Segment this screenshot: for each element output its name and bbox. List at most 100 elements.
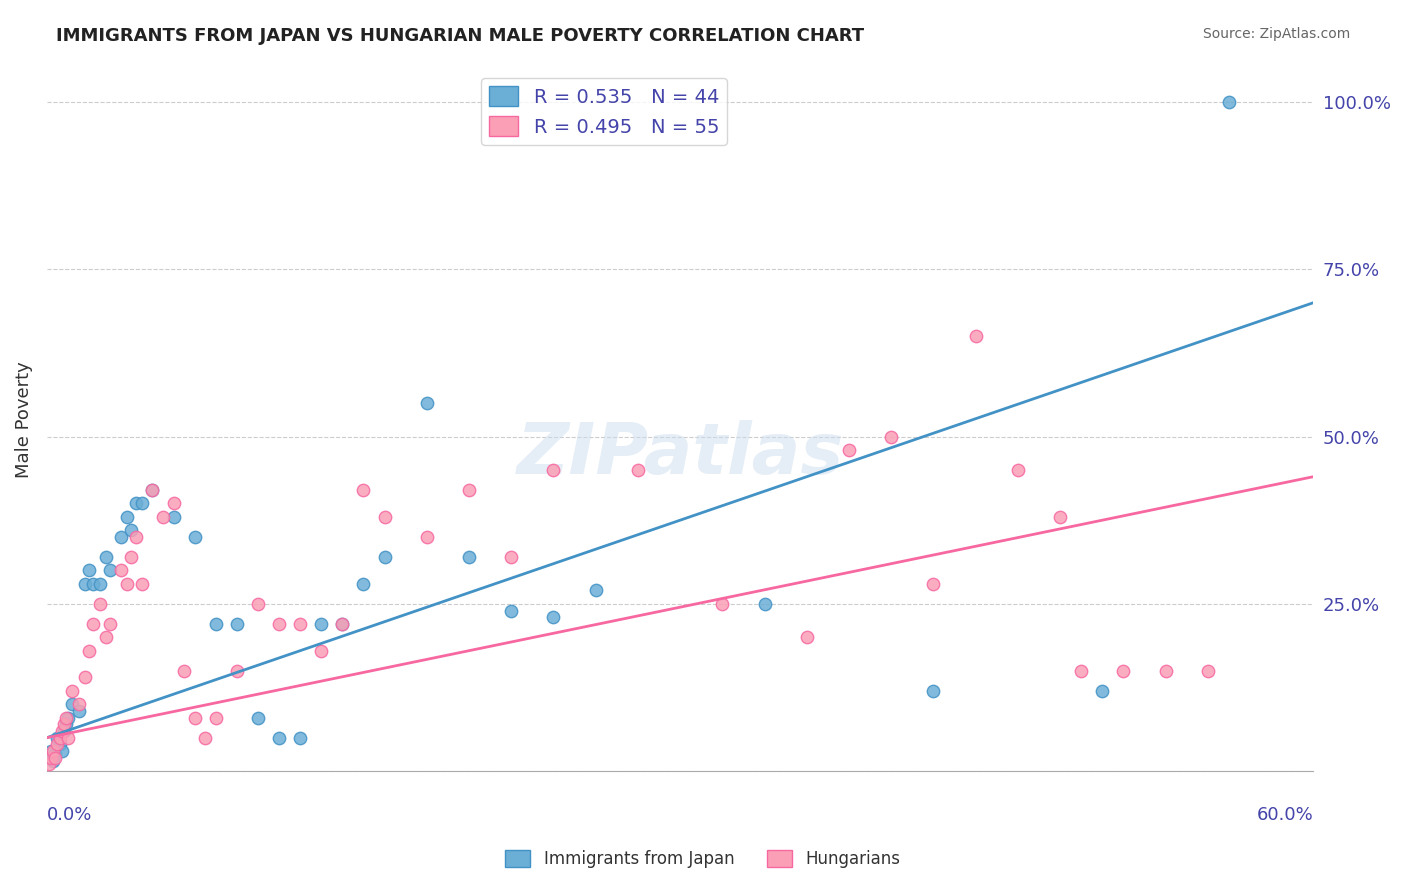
Point	[152, 509, 174, 524]
Point	[1154, 664, 1177, 678]
Text: Source: ZipAtlas.com: Source: ZipAtlas.com	[1202, 27, 1350, 41]
Point	[124, 530, 146, 544]
Point	[52, 723, 75, 738]
Point	[922, 683, 945, 698]
Point	[1091, 683, 1114, 698]
Point	[82, 576, 104, 591]
Point	[89, 597, 111, 611]
Point	[1218, 95, 1240, 109]
Point	[1112, 664, 1135, 678]
Point	[288, 731, 311, 745]
Point	[39, 744, 62, 758]
Point	[267, 616, 290, 631]
Point	[416, 530, 439, 544]
Point	[44, 747, 66, 762]
Point	[120, 549, 142, 564]
Point	[162, 509, 184, 524]
Point	[288, 616, 311, 631]
Point	[89, 576, 111, 591]
Point	[267, 731, 290, 745]
Point	[796, 630, 818, 644]
Point	[51, 723, 73, 738]
Point	[458, 483, 481, 497]
Point	[458, 549, 481, 564]
Point	[183, 530, 205, 544]
Point	[374, 549, 396, 564]
Point	[204, 616, 226, 631]
Legend: R = 0.535   N = 44, R = 0.495   N = 55: R = 0.535 N = 44, R = 0.495 N = 55	[481, 78, 727, 145]
Point	[838, 442, 860, 457]
Point	[162, 496, 184, 510]
Point	[60, 697, 83, 711]
Point	[67, 704, 90, 718]
Text: ZIPatlas: ZIPatlas	[516, 420, 844, 490]
Point	[141, 483, 163, 497]
Point	[311, 616, 333, 631]
Point	[754, 597, 776, 611]
Point	[42, 754, 65, 768]
Text: 0.0%: 0.0%	[46, 806, 93, 824]
Point	[82, 616, 104, 631]
Point	[141, 483, 163, 497]
Point	[543, 610, 565, 624]
Point	[42, 744, 65, 758]
Point	[115, 576, 138, 591]
Point	[55, 710, 77, 724]
Point	[374, 509, 396, 524]
Point	[56, 731, 79, 745]
Point	[38, 751, 60, 765]
Point	[73, 576, 96, 591]
Point	[48, 737, 70, 751]
Point	[48, 731, 70, 745]
Point	[98, 616, 121, 631]
Point	[246, 597, 269, 611]
Point	[627, 463, 650, 477]
Point	[585, 583, 607, 598]
Point	[501, 549, 523, 564]
Point	[73, 670, 96, 684]
Point	[311, 643, 333, 657]
Point	[115, 509, 138, 524]
Point	[77, 643, 100, 657]
Point	[332, 616, 354, 631]
Point	[353, 576, 375, 591]
Point	[922, 576, 945, 591]
Point	[501, 603, 523, 617]
Point	[1197, 664, 1219, 678]
Point	[416, 396, 439, 410]
Point	[173, 664, 195, 678]
Point	[46, 737, 69, 751]
Point	[52, 717, 75, 731]
Legend: Immigrants from Japan, Hungarians: Immigrants from Japan, Hungarians	[499, 843, 907, 875]
Point	[98, 563, 121, 577]
Point	[44, 751, 66, 765]
Text: 60.0%: 60.0%	[1257, 806, 1313, 824]
Point	[1007, 463, 1029, 477]
Point	[46, 731, 69, 745]
Point	[332, 616, 354, 631]
Point	[56, 710, 79, 724]
Point	[246, 710, 269, 724]
Point	[711, 597, 734, 611]
Point	[131, 576, 153, 591]
Point	[77, 563, 100, 577]
Point	[67, 697, 90, 711]
Point	[543, 463, 565, 477]
Point	[38, 757, 60, 772]
Point	[353, 483, 375, 497]
Point	[51, 744, 73, 758]
Point	[131, 496, 153, 510]
Point	[120, 523, 142, 537]
Point	[94, 549, 117, 564]
Point	[183, 710, 205, 724]
Point	[880, 429, 903, 443]
Point	[94, 630, 117, 644]
Point	[124, 496, 146, 510]
Point	[55, 717, 77, 731]
Point	[1049, 509, 1071, 524]
Point	[60, 683, 83, 698]
Point	[225, 616, 247, 631]
Point	[1070, 664, 1092, 678]
Point	[110, 530, 132, 544]
Point	[204, 710, 226, 724]
